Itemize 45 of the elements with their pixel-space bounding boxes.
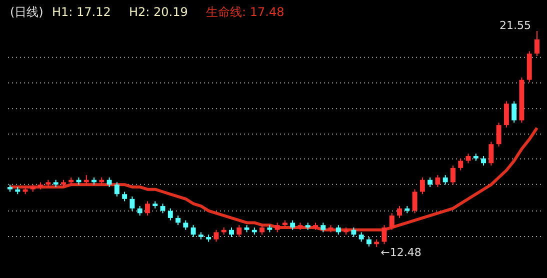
candlestick [534,30,540,57]
candlestick [145,200,150,216]
candlestick [274,222,280,233]
candlestick [458,158,464,171]
candlestick [214,229,219,242]
candlestick [137,206,142,216]
candlestick [450,165,456,186]
candlestick [320,222,326,233]
candlestick [160,203,166,214]
candlestick [176,215,181,226]
candlestick [236,224,242,238]
candlestick [496,122,502,147]
candlestick [260,224,265,236]
candlestick [366,236,372,248]
candlestick [435,174,440,188]
candlestick [190,224,196,238]
candlestick [382,224,387,245]
candlestick [351,226,356,238]
text: H1: 17.12 [52,5,111,19]
candlestick [122,191,128,202]
candlestick [512,100,517,124]
candlestick [466,153,471,164]
candlestick [481,156,486,166]
text: H2: 20.19 [129,5,188,19]
candlestick [130,196,135,212]
text: 生命线: 17.48 [206,5,284,19]
candlestick [397,206,402,218]
candlestick [488,141,494,166]
candlestick [106,176,112,188]
candlestick [229,226,234,238]
candlestick [290,220,296,230]
candlestick [336,224,341,236]
candlestick [442,174,448,186]
candlestick [428,176,433,188]
chart-title: (日线) [10,5,44,19]
candlestick [389,212,394,230]
candlestick [183,220,188,230]
candlestick [504,100,509,128]
candlestick [358,232,364,242]
candlestick [420,176,425,195]
candlestick [412,188,418,214]
annotation: 21.55 [499,19,531,32]
annotation: ←12.48 [380,246,422,259]
candlestick [114,182,120,198]
candlestick [168,208,173,221]
